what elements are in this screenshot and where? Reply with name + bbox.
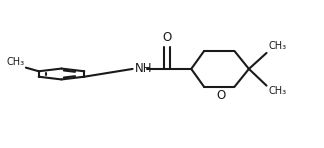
Text: NH: NH <box>135 62 153 75</box>
Text: CH₃: CH₃ <box>6 57 24 67</box>
Text: CH₃: CH₃ <box>268 41 286 52</box>
Text: CH₃: CH₃ <box>268 86 286 96</box>
Text: O: O <box>163 31 172 44</box>
Text: O: O <box>216 89 226 102</box>
